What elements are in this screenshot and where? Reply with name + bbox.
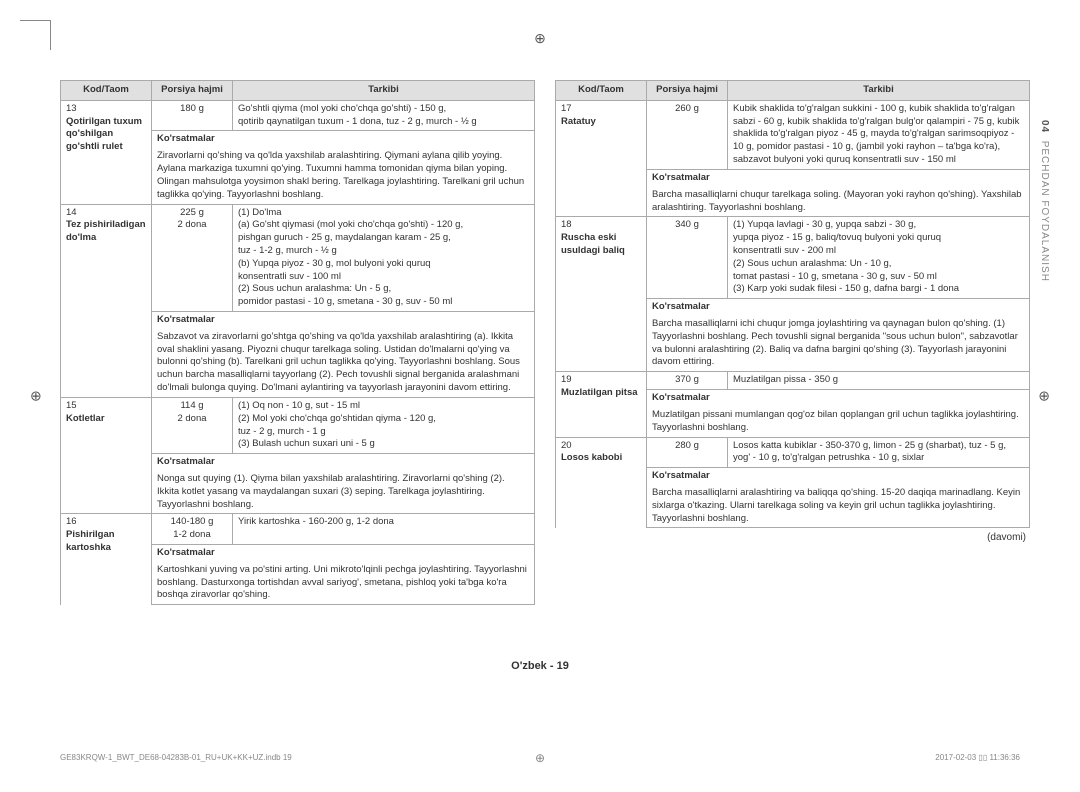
instructions-header: Ko'rsatmalar <box>152 131 535 148</box>
col-ingredients: Tarkibi <box>233 81 535 101</box>
recipe-portion: 180 g <box>152 100 233 131</box>
recipe-ingredients: (1) Do'lma(a) Go'sht qiymasi (mol yoki c… <box>233 204 535 312</box>
recipe-instructions: Barcha masalliqlarni chuqur tarelkaga so… <box>647 187 1030 217</box>
page-number-footer: O'zbek - 19 <box>0 660 1080 672</box>
instructions-header: Ko'rsatmalar <box>647 299 1030 316</box>
recipe-instructions: Barcha masalliqlarni ichi chuqur jomga j… <box>647 316 1030 372</box>
recipe-ingredients: Yirik kartoshka - 160-200 g, 1-2 dona <box>233 514 535 545</box>
registration-mark: ⊕ <box>1038 388 1050 405</box>
recipe-instructions: Kartoshkani yuving va po'stini arting. U… <box>152 562 535 605</box>
recipe-instructions: Sabzavot va ziravorlarni go'shtga qo'shi… <box>152 329 535 398</box>
left-column: Kod/Taom Porsiya hajmi Tarkibi 13Qotiril… <box>60 80 535 605</box>
recipe-code: 13Qotirilgan tuxum qo'shilgan go'shtli r… <box>61 100 152 204</box>
instructions-header: Ko'rsatmalar <box>647 390 1030 407</box>
recipe-portion: 225 g2 dona <box>152 204 233 312</box>
recipe-table-right: Kod/Taom Porsiya hajmi Tarkibi 17Ratatuy… <box>555 80 1030 528</box>
recipe-instructions: Nonga sut quying (1). Qiyma bilan yaxshi… <box>152 471 535 514</box>
continued-label: (davomi) <box>555 532 1030 543</box>
recipe-table-left: Kod/Taom Porsiya hajmi Tarkibi 13Qotiril… <box>60 80 535 605</box>
recipe-portion: 370 g <box>647 372 728 390</box>
instructions-header: Ko'rsatmalar <box>152 454 535 471</box>
registration-mark: ⊕ <box>535 751 545 765</box>
instructions-header: Ko'rsatmalar <box>647 468 1030 485</box>
recipe-instructions: Muzlatilgan pissani mumlangan qog'oz bil… <box>647 407 1030 437</box>
col-ingredients: Tarkibi <box>728 81 1030 101</box>
recipe-code: 14Tez pishiriladigan do'lma <box>61 204 152 397</box>
recipe-code: 17Ratatuy <box>556 100 647 217</box>
recipe-code: 19Muzlatilgan pitsa <box>556 372 647 437</box>
recipe-ingredients: Losos katta kubiklar - 350-370 g, limon … <box>728 437 1030 468</box>
recipe-ingredients: (1) Oq non - 10 g, sut - 15 ml(2) Mol yo… <box>233 397 535 453</box>
recipe-code: 20Losos kabobi <box>556 437 647 528</box>
recipe-code: 16Pishirilgan kartoshka <box>61 514 152 605</box>
side-section-label: 04 PECHDAN FOYDALANISH <box>1039 120 1050 282</box>
recipe-ingredients: (1) Yupqa lavlagi - 30 g, yupqa sabzi - … <box>728 217 1030 299</box>
meta-filename: GE83KRQW-1_BWT_DE68-04283B-01_RU+UK+KK+U… <box>60 753 292 762</box>
recipe-instructions: Ziravorlarni qo'shing va qo'lda yaxshila… <box>152 148 535 204</box>
recipe-ingredients: Kubik shaklida to'g'ralgan sukkini - 100… <box>728 100 1030 169</box>
recipe-portion: 114 g2 dona <box>152 397 233 453</box>
meta-timestamp: 2017-02-03 ▯▯ 11:36:36 <box>935 753 1020 762</box>
recipe-portion: 260 g <box>647 100 728 169</box>
recipe-portion: 280 g <box>647 437 728 468</box>
recipe-ingredients: Go'shtli qiyma (mol yoki cho'chqa go'sht… <box>233 100 535 131</box>
right-column: Kod/Taom Porsiya hajmi Tarkibi 17Ratatuy… <box>555 80 1030 605</box>
col-code: Kod/Taom <box>61 81 152 101</box>
instructions-header: Ko'rsatmalar <box>152 312 535 329</box>
registration-mark: ⊕ <box>30 388 42 405</box>
recipe-code: 18Ruscha eski usuldagi baliq <box>556 217 647 372</box>
recipe-portion: 340 g <box>647 217 728 299</box>
recipe-code: 15Kotletlar <box>61 397 152 514</box>
instructions-header: Ko'rsatmalar <box>152 545 535 562</box>
col-portion: Porsiya hajmi <box>647 81 728 101</box>
recipe-instructions: Barcha masalliqlarni aralashtiring va ba… <box>647 485 1030 528</box>
recipe-ingredients: Muzlatilgan pissa - 350 g <box>728 372 1030 390</box>
col-code: Kod/Taom <box>556 81 647 101</box>
footer-meta: GE83KRQW-1_BWT_DE68-04283B-01_RU+UK+KK+U… <box>60 753 1020 762</box>
instructions-header: Ko'rsatmalar <box>647 169 1030 186</box>
col-portion: Porsiya hajmi <box>152 81 233 101</box>
registration-mark: ⊕ <box>534 30 546 47</box>
recipe-portion: 140-180 g1-2 dona <box>152 514 233 545</box>
